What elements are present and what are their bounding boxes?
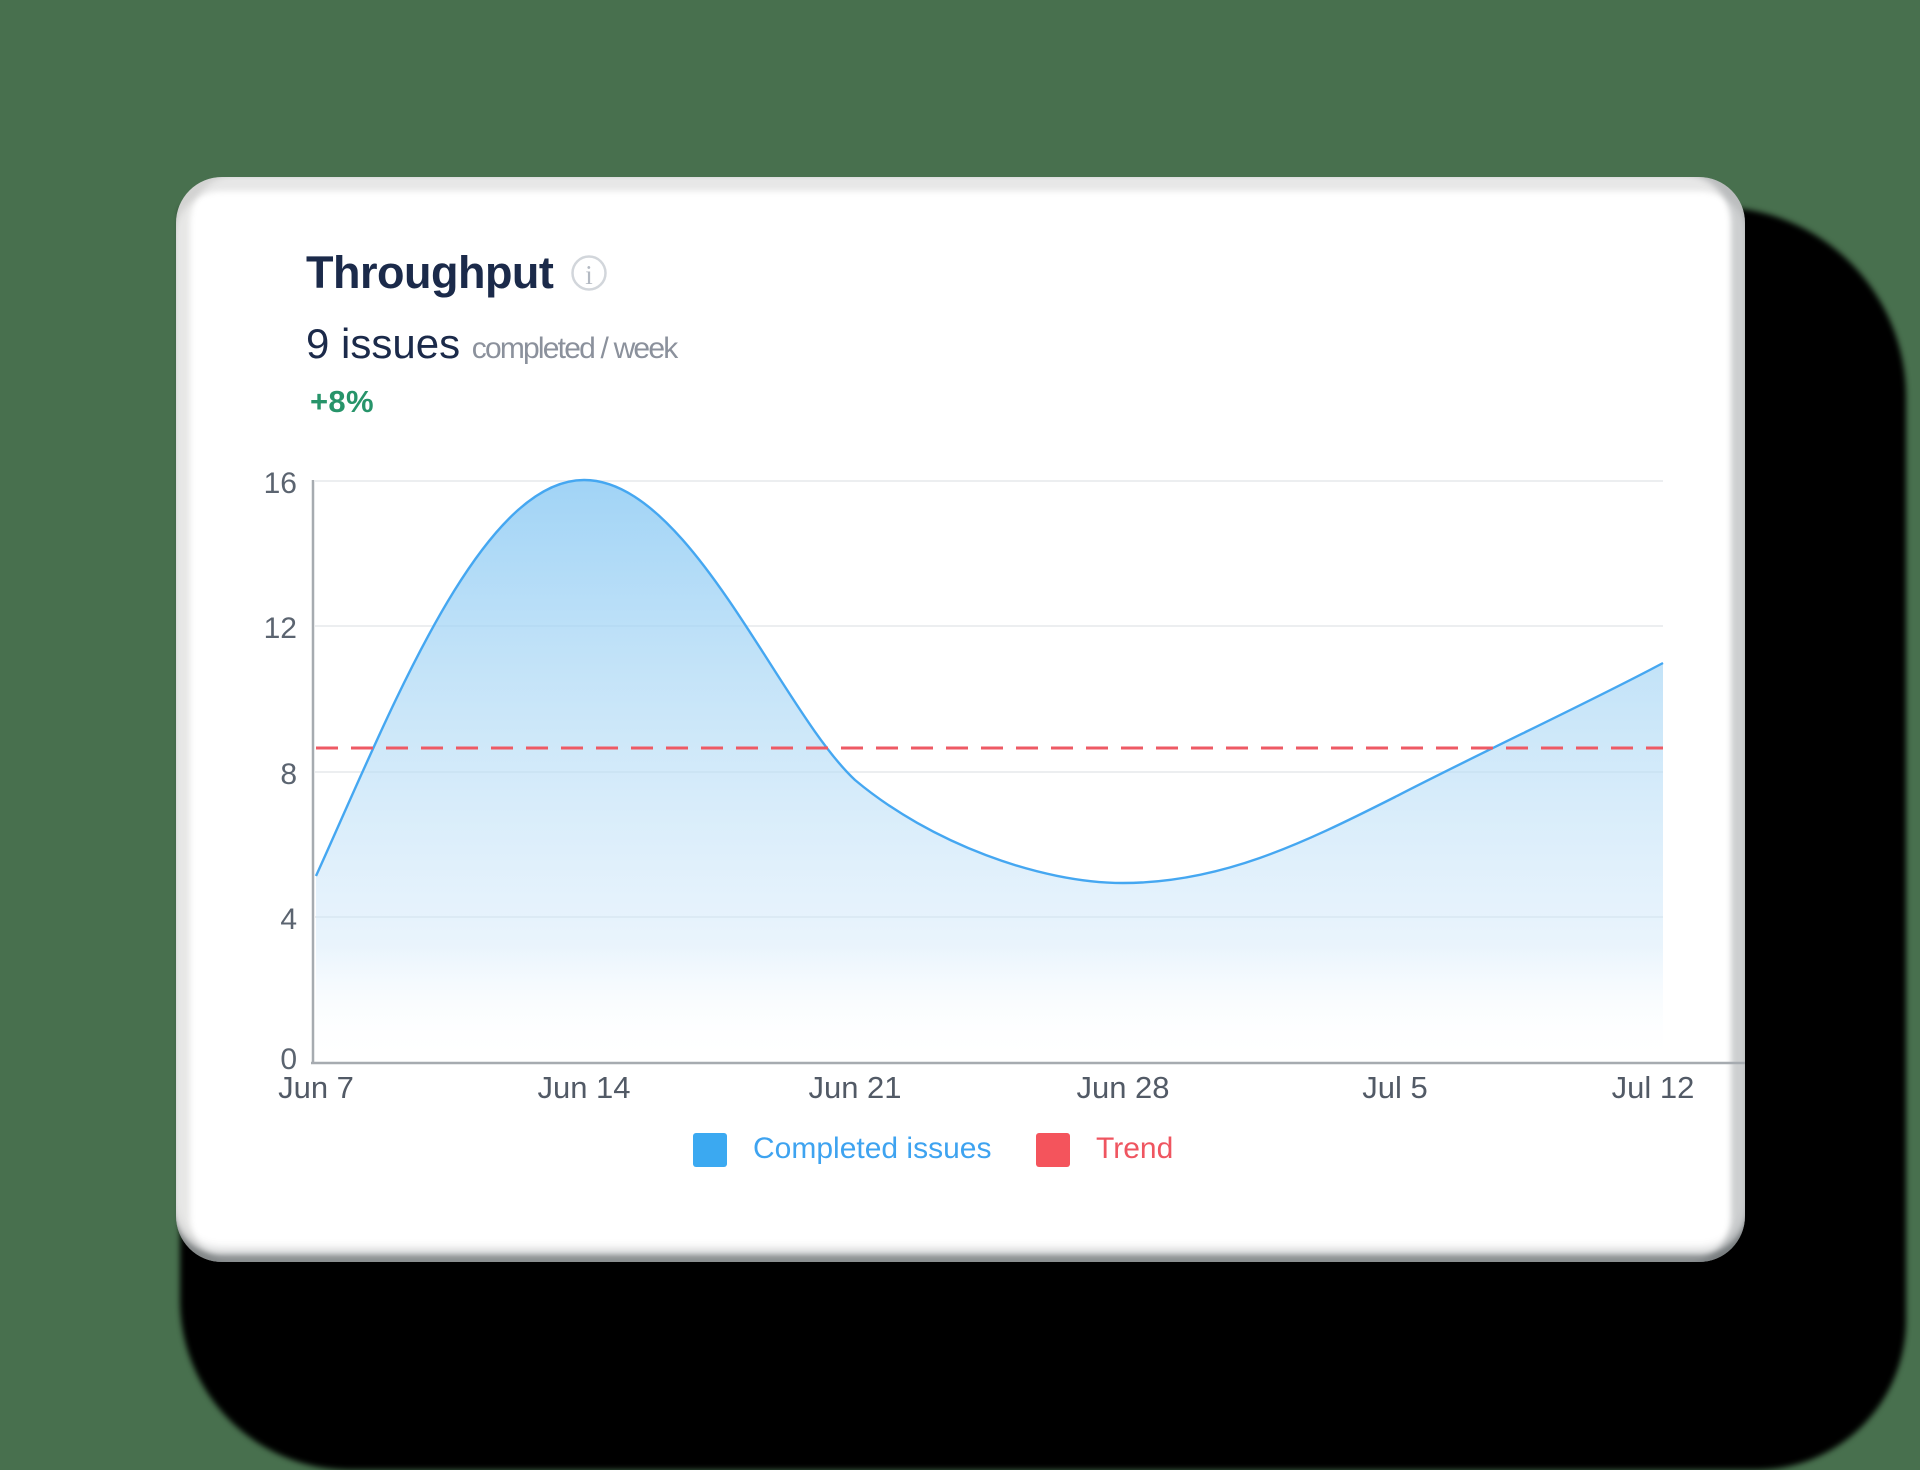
svg-text:i: i: [585, 260, 593, 290]
